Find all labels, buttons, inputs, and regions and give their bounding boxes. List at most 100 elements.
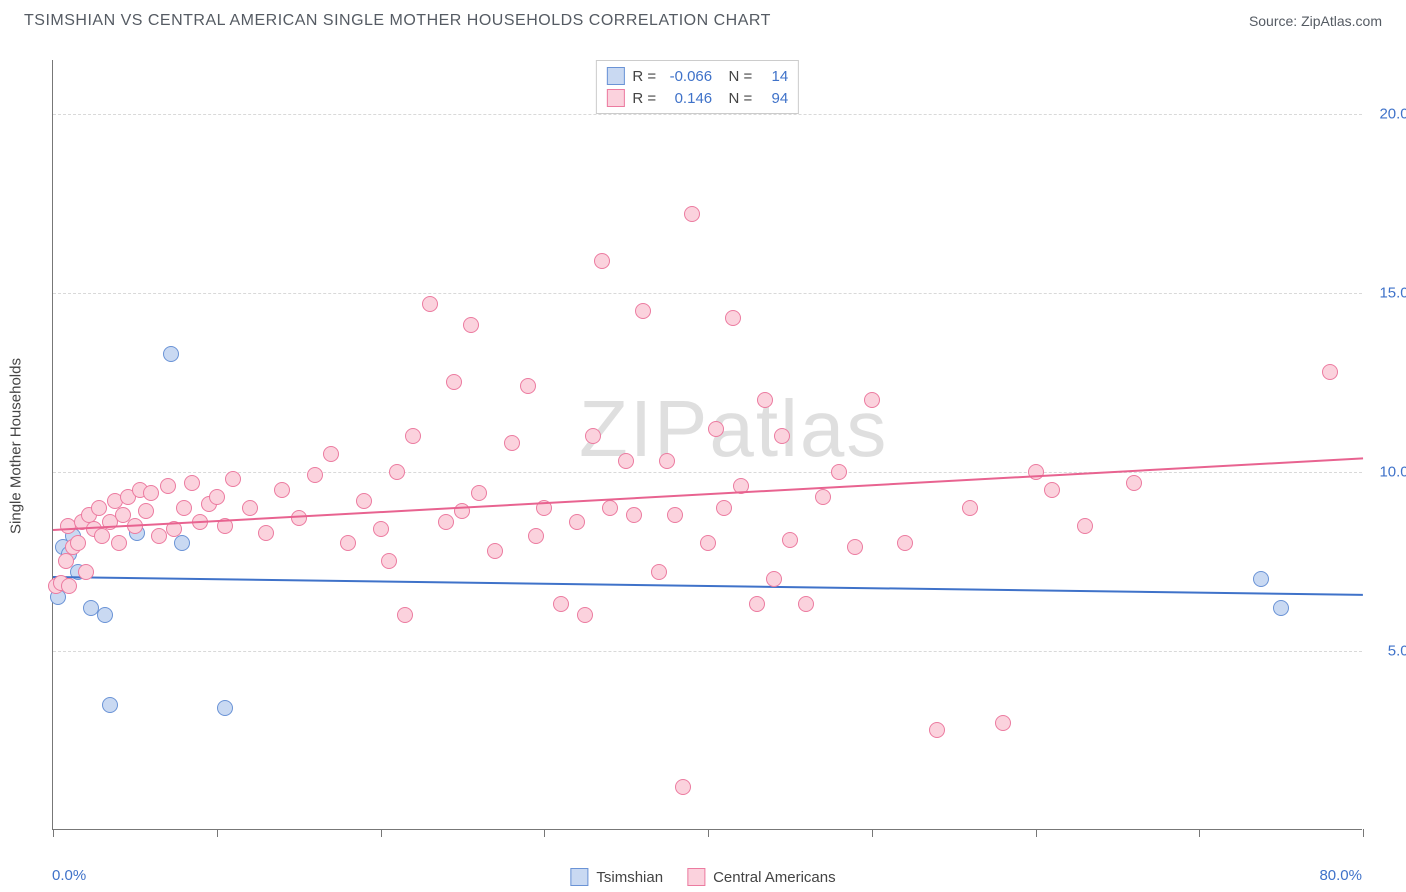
data-point	[1044, 482, 1060, 498]
data-point	[438, 514, 454, 530]
data-point	[381, 553, 397, 569]
correlation-stats-box: R =-0.066 N =14R =0.146 N =94	[595, 60, 799, 114]
data-point	[163, 346, 179, 362]
y-tick-label: 10.0%	[1379, 463, 1406, 480]
data-point	[635, 303, 651, 319]
data-point	[151, 528, 167, 544]
data-point	[217, 700, 233, 716]
x-tick	[708, 829, 709, 837]
stats-row: R =0.146 N =94	[606, 87, 788, 109]
data-point	[356, 493, 372, 509]
data-point	[78, 564, 94, 580]
data-point	[373, 521, 389, 537]
data-point	[58, 553, 74, 569]
data-point	[291, 510, 307, 526]
data-point	[1126, 475, 1142, 491]
data-point	[184, 475, 200, 491]
x-tick	[1036, 829, 1037, 837]
data-point	[138, 503, 154, 519]
data-point	[83, 600, 99, 616]
data-point	[1273, 600, 1289, 616]
y-tick-label: 20.0%	[1379, 105, 1406, 122]
stat-r-value: -0.066	[664, 68, 712, 85]
trend-line	[53, 458, 1363, 532]
gridline	[53, 472, 1362, 473]
data-point	[675, 779, 691, 795]
data-point	[757, 392, 773, 408]
legend-swatch	[687, 868, 705, 886]
data-point	[528, 528, 544, 544]
data-point	[487, 543, 503, 559]
data-point	[585, 428, 601, 444]
data-point	[61, 578, 77, 594]
data-point	[143, 485, 159, 501]
chart-header: TSIMSHIAN VS CENTRAL AMERICAN SINGLE MOT…	[0, 0, 1406, 38]
stat-r-label: R =	[632, 90, 656, 107]
data-point	[553, 596, 569, 612]
data-point	[667, 507, 683, 523]
data-point	[225, 471, 241, 487]
data-point	[471, 485, 487, 501]
legend-label: Central Americans	[713, 869, 836, 886]
x-tick	[217, 829, 218, 837]
data-point	[815, 489, 831, 505]
y-tick-label: 5.0%	[1388, 642, 1406, 659]
gridline	[53, 293, 1362, 294]
data-point	[1253, 571, 1269, 587]
y-axis-title: Single Mother Households	[8, 358, 25, 534]
data-point	[520, 378, 536, 394]
data-point	[618, 453, 634, 469]
stat-r-label: R =	[632, 68, 656, 85]
data-point	[847, 539, 863, 555]
stats-row: R =-0.066 N =14	[606, 65, 788, 87]
data-point	[897, 535, 913, 551]
data-point	[463, 317, 479, 333]
data-point	[1077, 518, 1093, 534]
data-point	[929, 722, 945, 738]
x-tick	[544, 829, 545, 837]
stat-n-label: N =	[720, 90, 752, 107]
data-point	[708, 421, 724, 437]
data-point	[422, 296, 438, 312]
legend-label: Tsimshian	[596, 869, 663, 886]
data-point	[749, 596, 765, 612]
x-tick	[381, 829, 382, 837]
data-point	[97, 607, 113, 623]
data-point	[798, 596, 814, 612]
chart-title: TSIMSHIAN VS CENTRAL AMERICAN SINGLE MOT…	[24, 12, 771, 30]
data-point	[160, 478, 176, 494]
data-point	[995, 715, 1011, 731]
data-point	[725, 310, 741, 326]
data-point	[307, 467, 323, 483]
x-tick	[1363, 829, 1364, 837]
legend-swatch	[606, 89, 624, 107]
data-point	[242, 500, 258, 516]
data-point	[831, 464, 847, 480]
data-point	[94, 528, 110, 544]
data-point	[70, 535, 86, 551]
data-point	[258, 525, 274, 541]
data-point	[626, 507, 642, 523]
data-point	[405, 428, 421, 444]
data-point	[700, 535, 716, 551]
data-point	[684, 206, 700, 222]
data-point	[962, 500, 978, 516]
data-point	[577, 607, 593, 623]
data-point	[446, 374, 462, 390]
data-point	[864, 392, 880, 408]
x-tick	[872, 829, 873, 837]
data-point	[1322, 364, 1338, 380]
data-point	[716, 500, 732, 516]
data-point	[397, 607, 413, 623]
legend-item: Tsimshian	[570, 868, 663, 886]
data-point	[340, 535, 356, 551]
legend-item: Central Americans	[687, 868, 836, 886]
data-point	[91, 500, 107, 516]
data-point	[504, 435, 520, 451]
data-point	[782, 532, 798, 548]
legend-swatch	[606, 67, 624, 85]
x-tick	[1199, 829, 1200, 837]
data-point	[651, 564, 667, 580]
y-tick-label: 15.0%	[1379, 284, 1406, 301]
data-point	[389, 464, 405, 480]
